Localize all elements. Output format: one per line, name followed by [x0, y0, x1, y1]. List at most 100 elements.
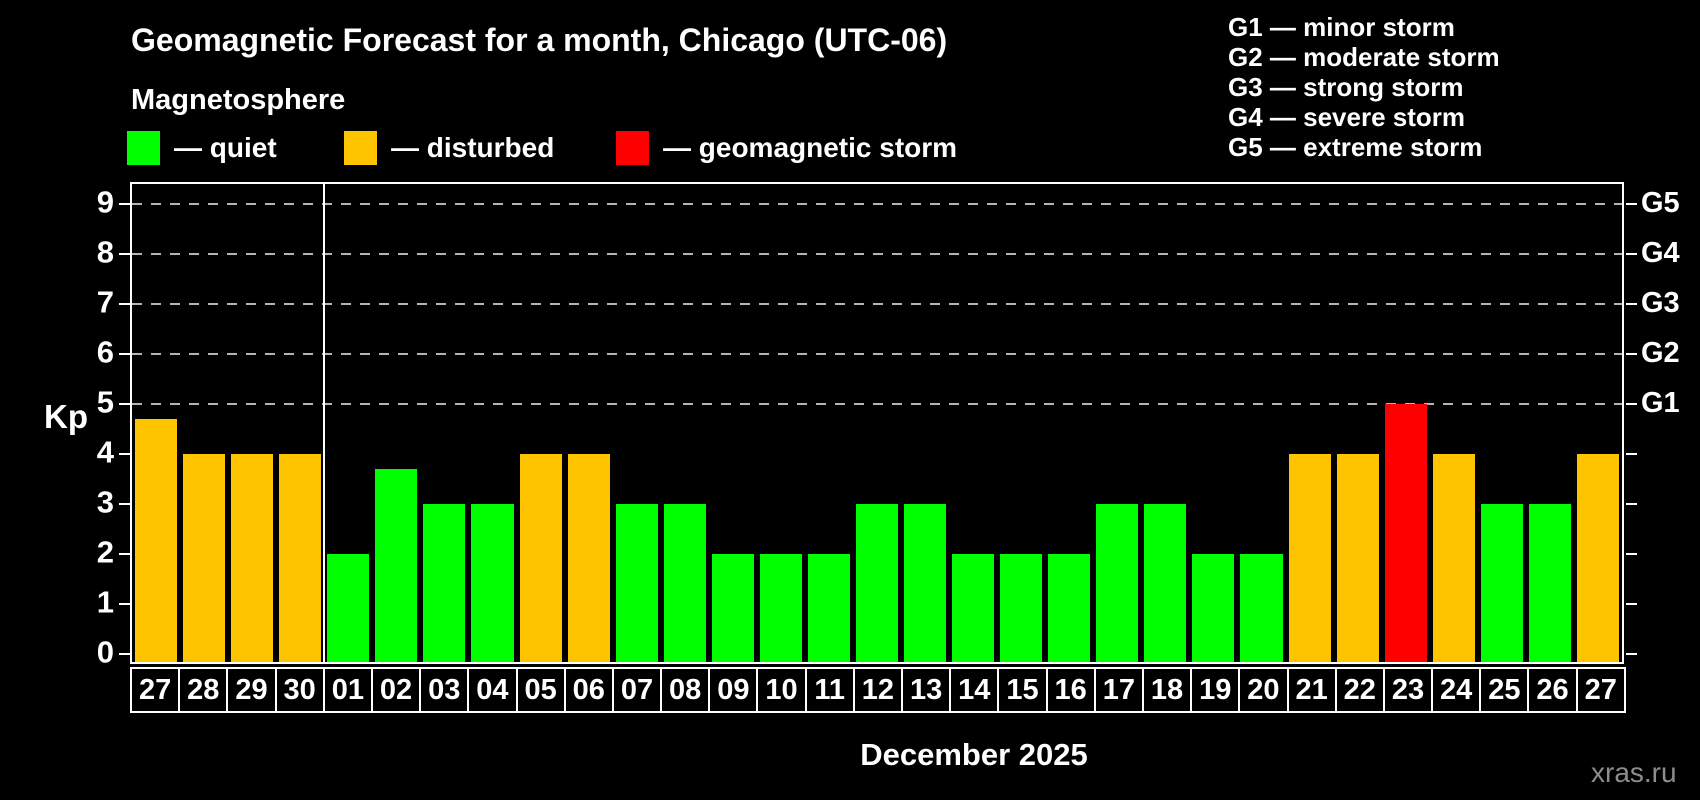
right-axis-tick	[1626, 253, 1637, 255]
kp-bar	[1432, 454, 1475, 662]
legend-swatch-disturbed-icon	[344, 131, 377, 165]
day-label-cell: 03	[419, 667, 470, 713]
y-axis-tick-label: 0	[96, 634, 114, 670]
y-axis-tick	[119, 303, 130, 305]
day-label-cell: 25	[1479, 667, 1530, 713]
legend-item-label: — quiet	[174, 132, 277, 163]
month-separator-line	[323, 184, 326, 662]
kp-bar	[663, 504, 706, 662]
day-label-cell: 13	[901, 667, 952, 713]
right-axis-tick	[1626, 353, 1637, 355]
kp-bar	[567, 454, 610, 662]
gridline-kp9	[132, 203, 1622, 205]
g-scale-legend-line: G1 — minor storm	[1228, 12, 1455, 42]
y-axis-tick-label: 3	[96, 484, 114, 520]
y-axis-tick-label: 7	[96, 284, 114, 320]
y-axis-tick	[119, 353, 130, 355]
day-label-cell: 15	[997, 667, 1048, 713]
g-scale-legend-line: G4 — severe storm	[1228, 102, 1466, 132]
y-axis-tick-label: 2	[96, 534, 114, 570]
right-axis-tick	[1626, 403, 1637, 405]
g-scale-legend-line: G3 — strong storm	[1228, 72, 1464, 102]
y-axis-tick	[119, 603, 130, 605]
kp-bar	[711, 554, 754, 662]
day-label-cell: 30	[274, 667, 325, 713]
legend-swatch-storm-icon	[616, 131, 649, 165]
day-labels-row: 27 28 29 30 01 02 03 04 05 06 07 08 09 10 11 12 13 14 15 16…	[130, 667, 1626, 713]
g-level-label-g2: G2	[1641, 336, 1680, 369]
kp-bar	[471, 504, 514, 662]
day-label-cell: 01	[322, 667, 373, 713]
right-axis-tick	[1626, 203, 1637, 205]
chart-subtitle: Magnetosphere	[131, 84, 346, 116]
g-scale-legend-line: G5 — extreme storm	[1228, 132, 1483, 162]
day-label-cell: 05	[515, 667, 566, 713]
day-label-cell: 28	[178, 667, 229, 713]
kp-bar	[952, 554, 995, 662]
kp-bar	[1336, 454, 1379, 662]
day-label-cell: 16	[1045, 667, 1096, 713]
day-label-cell: 18	[1141, 667, 1193, 713]
gridline-kp8	[132, 253, 1622, 255]
kp-bar	[327, 554, 370, 662]
day-label-cell: 19	[1190, 667, 1241, 713]
day-label-cell: 09	[708, 667, 759, 713]
g-scale-legend-line: G2 — moderate storm	[1228, 42, 1500, 72]
kp-bar	[231, 454, 274, 662]
y-axis-tick	[119, 403, 130, 405]
legend-swatch-quiet-icon	[127, 131, 160, 165]
watermark: xras.ru	[1591, 757, 1677, 788]
kp-bar	[1576, 454, 1619, 662]
kp-bar	[1528, 504, 1571, 662]
legend-item-label: — geomagnetic storm	[663, 132, 958, 163]
kp-bar	[904, 504, 947, 662]
y-axis-tick-label: 8	[96, 234, 114, 270]
kp-bar	[375, 469, 418, 662]
right-axis-tick	[1626, 603, 1637, 605]
kp-bar	[1000, 554, 1043, 662]
kp-bar	[423, 504, 466, 662]
right-axis-tick	[1626, 453, 1637, 455]
kp-bar	[279, 454, 322, 662]
y-axis-tick	[119, 553, 130, 555]
day-label-cell: 29	[226, 667, 277, 713]
g-scale-legend: G1 — minor storm G2 — moderate storm G3 — …	[1228, 12, 1500, 162]
right-axis-tick	[1626, 653, 1637, 655]
y-axis-tick-label: 5	[96, 384, 114, 420]
y-axis-tick	[119, 503, 130, 505]
kp-bar	[1048, 554, 1091, 662]
kp-bar	[807, 554, 850, 662]
kp-bar	[1192, 554, 1235, 662]
kp-bar	[855, 504, 899, 662]
day-label-cell: 21	[1286, 667, 1337, 713]
g-level-label-g3: G3	[1641, 286, 1680, 319]
y-axis-tick-label: 4	[96, 434, 114, 470]
kp-bar	[1384, 404, 1427, 662]
right-axis-tick	[1626, 303, 1637, 305]
g-level-label-g5: G5	[1641, 186, 1680, 219]
day-label-cell: 04	[467, 667, 518, 713]
kp-bar	[519, 454, 562, 662]
legend-item-storm: — geomagnetic storm	[616, 131, 957, 165]
day-label-cell: 27	[130, 667, 181, 713]
kp-bar	[135, 419, 178, 662]
kp-bar	[1240, 554, 1283, 662]
g-level-label-g4: G4	[1641, 236, 1680, 269]
right-axis-tick	[1626, 553, 1637, 555]
kp-bar	[1144, 504, 1187, 662]
legend-item-disturbed: — disturbed	[344, 131, 554, 165]
y-axis-tick	[119, 453, 130, 455]
day-label-cell: 07	[611, 667, 663, 713]
kp-bar	[1480, 504, 1523, 662]
day-label-cell: 20	[1238, 667, 1289, 713]
day-label-cell: 06	[563, 667, 614, 713]
y-axis-tick-label: 1	[96, 584, 114, 620]
kp-bar	[1288, 454, 1331, 662]
x-axis-title: December 2025	[860, 737, 1088, 772]
day-label-cell: 02	[370, 667, 422, 713]
day-label-cell: 26	[1527, 667, 1578, 713]
kp-bar	[183, 454, 226, 662]
day-label-cell: 14	[949, 667, 1000, 713]
page-title: Geomagnetic Forecast for a month, Chicag…	[131, 22, 948, 58]
